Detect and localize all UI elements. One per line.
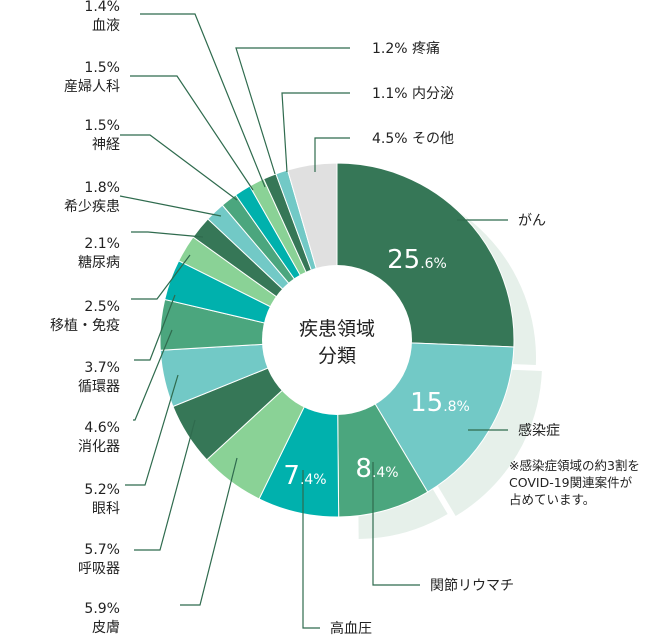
chart-title-line-2: 分類 [318, 345, 356, 367]
value-label: 3.7% [84, 360, 120, 376]
slice-value-label: 7.4% [283, 461, 326, 491]
category-label: 1.2% 疼痛 [372, 40, 440, 57]
category-label: 産婦人科 [64, 78, 120, 95]
leader-line [140, 13, 266, 188]
category-label: 希少疾患 [64, 199, 120, 215]
leader-line [302, 470, 320, 629]
category-label: 血液 [92, 18, 120, 34]
value-label: 4.6% [84, 420, 120, 436]
leader-line [134, 294, 176, 361]
category-label: 感染症 [518, 422, 560, 439]
value-label: 5.9% [84, 601, 120, 617]
value-label: 1.5% [84, 118, 120, 134]
category-label: 循環器 [78, 379, 120, 395]
value-label: 1.5% [84, 60, 120, 76]
category-label: 眼科 [92, 501, 120, 517]
category-label: 消化器 [78, 439, 120, 455]
category-label: 関節リウマチ [430, 577, 514, 594]
leader-line [130, 75, 254, 191]
leader-line [134, 419, 196, 551]
value-label: 1.8% [84, 180, 120, 196]
leader-line [314, 137, 350, 172]
leader-line [133, 329, 173, 421]
value-label: 5.2% [84, 482, 120, 498]
leader-line [281, 92, 350, 173]
category-label: がん [518, 213, 546, 229]
covid-note: ※感染症領域の約3割を COVID-19関連案件が 占めています。 [509, 458, 640, 507]
category-label: 神経 [92, 137, 120, 153]
leader-line [125, 374, 179, 486]
value-label: 2.5% [84, 299, 120, 315]
category-label: 1.1% 内分泌 [372, 86, 454, 102]
category-label: 呼吸器 [78, 561, 120, 577]
category-label: 4.5% その他 [372, 131, 454, 147]
category-label: 移植・免疫 [50, 318, 120, 334]
category-label: 糖尿病 [78, 255, 120, 271]
leader-line [131, 231, 204, 238]
leader-line [120, 134, 238, 201]
leader-line [119, 195, 222, 217]
category-label: 皮膚 [92, 620, 120, 636]
donut-hole [262, 265, 412, 415]
leader-line [180, 457, 238, 606]
leader-line [131, 254, 191, 300]
leader-line [235, 47, 350, 175]
chart-title-line-1: 疾患領域 [299, 318, 375, 340]
value-label: 2.1% [84, 236, 120, 252]
value-label: 5.7% [84, 542, 120, 558]
leader-line [372, 462, 420, 586]
category-label: 高血圧 [330, 620, 372, 637]
value-label: 1.4% [84, 0, 120, 15]
slice-value-label: 25.6% [387, 245, 447, 275]
slice-value-label: 15.8% [410, 388, 470, 418]
slice-value-label: 8.4% [355, 454, 398, 484]
